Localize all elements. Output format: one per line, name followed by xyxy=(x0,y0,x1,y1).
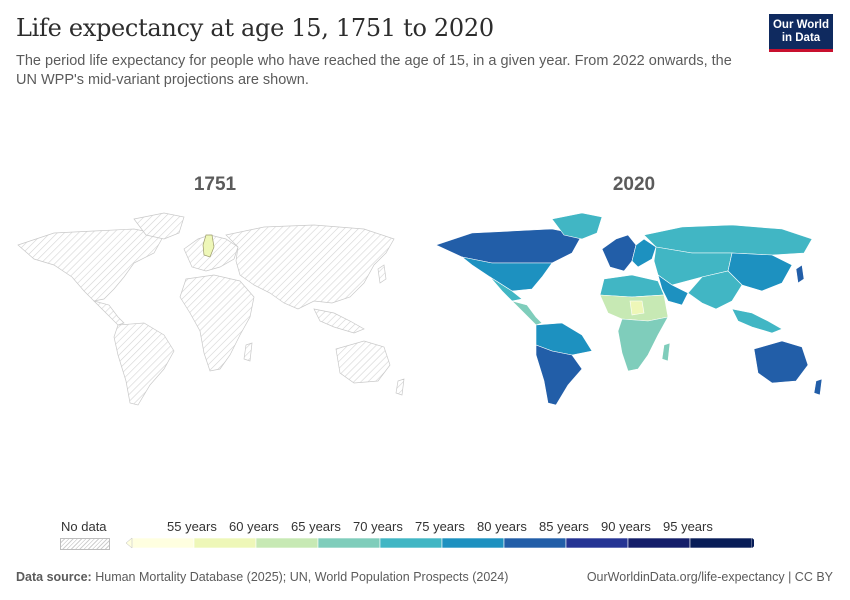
legend-bin-55-60[interactable] xyxy=(193,537,257,549)
usa-2020[interactable] xyxy=(461,256,553,292)
logo-accent-bar xyxy=(769,49,833,52)
legend-tick-label: 60 years xyxy=(229,519,279,534)
south-america-south-2020[interactable] xyxy=(535,344,583,406)
southeast-asia-nodata[interactable] xyxy=(313,308,365,334)
japan-2020[interactable] xyxy=(795,264,805,284)
footer-link[interactable]: OurWorldinData.org/life-expectancy | CC … xyxy=(586,570,833,584)
legend-tick-label: 80 years xyxy=(477,519,527,534)
legend-tick-label: 70 years xyxy=(353,519,403,534)
legend-bin-50-55[interactable] xyxy=(131,537,195,549)
legend-tick-label: 90 years xyxy=(601,519,651,534)
southeast-asia-2020[interactable] xyxy=(731,308,783,334)
footer-source: Data source: Human Mortality Database (2… xyxy=(16,570,508,584)
europe-east-2020[interactable] xyxy=(631,238,657,268)
legend-tick-label: 95 years xyxy=(663,519,713,534)
logo-line1: Our World xyxy=(772,19,829,31)
legend-bin-95-100[interactable] xyxy=(689,537,753,549)
owid-logo[interactable]: Our World in Data xyxy=(769,14,833,52)
legend-nodata-label: No data xyxy=(61,519,107,534)
legend-bin-85-90[interactable] xyxy=(565,537,629,549)
australia-nodata[interactable] xyxy=(335,340,391,384)
sweden-1751[interactable] xyxy=(202,234,215,258)
map-year-label-right: 2020 xyxy=(612,174,656,195)
north-america-nodata[interactable] xyxy=(17,228,165,302)
legend-tick-label: 65 years xyxy=(291,519,341,534)
asia-nodata[interactable] xyxy=(225,224,395,310)
legend-bin-80-85[interactable] xyxy=(503,537,567,549)
chart-subtitle: The period life expectancy for people wh… xyxy=(16,53,732,88)
north-africa-2020[interactable] xyxy=(599,274,665,298)
world-map-2020[interactable] xyxy=(432,205,832,415)
world-map-1751[interactable] xyxy=(14,205,414,415)
legend-bin-65-70[interactable] xyxy=(317,537,381,549)
africa-nodata[interactable] xyxy=(179,274,255,372)
south-asia-2020[interactable] xyxy=(687,270,743,310)
legend-tick-label: 75 years xyxy=(415,519,465,534)
footer-source-text[interactable]: Human Mortality Database (2025); UN, Wor… xyxy=(95,570,509,584)
canada-2020[interactable] xyxy=(435,228,583,264)
greenland-nodata[interactable] xyxy=(133,212,185,240)
map-year-label-left: 1751 xyxy=(193,174,237,195)
legend-nodata-swatch[interactable] xyxy=(60,538,110,550)
logo-line2: in Data xyxy=(781,32,821,44)
new-zealand-2020[interactable] xyxy=(813,378,823,396)
japan-nodata[interactable] xyxy=(377,264,387,284)
legend-bin-60-65[interactable] xyxy=(255,537,319,549)
legend-bin-70-75[interactable] xyxy=(379,537,443,549)
legend-arrow-left xyxy=(125,537,133,549)
central-america-2020[interactable] xyxy=(510,300,543,326)
legend-bin-75-80[interactable] xyxy=(441,537,505,549)
new-zealand-nodata[interactable] xyxy=(395,378,405,396)
madagascar-2020[interactable] xyxy=(661,342,671,362)
madagascar-nodata[interactable] xyxy=(243,342,253,362)
southern-africa-2020[interactable] xyxy=(617,316,669,372)
legend-tick-label: 85 years xyxy=(539,519,589,534)
legend-bin-90-95[interactable] xyxy=(627,537,691,549)
australia-2020[interactable] xyxy=(753,340,809,384)
footer-source-label: Data source: xyxy=(16,570,92,584)
greenland-2020[interactable] xyxy=(551,212,603,240)
mexico-2020[interactable] xyxy=(489,276,523,302)
europe-west-2020[interactable] xyxy=(601,234,637,272)
south-america-nodata[interactable] xyxy=(113,322,175,406)
legend-arrow-right xyxy=(752,538,754,548)
middle-east-2020[interactable] xyxy=(657,274,689,306)
legend-tick-label: 55 years xyxy=(167,519,217,534)
central-america-nodata[interactable] xyxy=(92,300,125,326)
legend-color-bar[interactable] xyxy=(124,535,754,551)
chart-title: Life expectancy at age 15, 1751 to 2020 xyxy=(16,14,494,42)
chad-region-2020[interactable] xyxy=(629,300,645,316)
